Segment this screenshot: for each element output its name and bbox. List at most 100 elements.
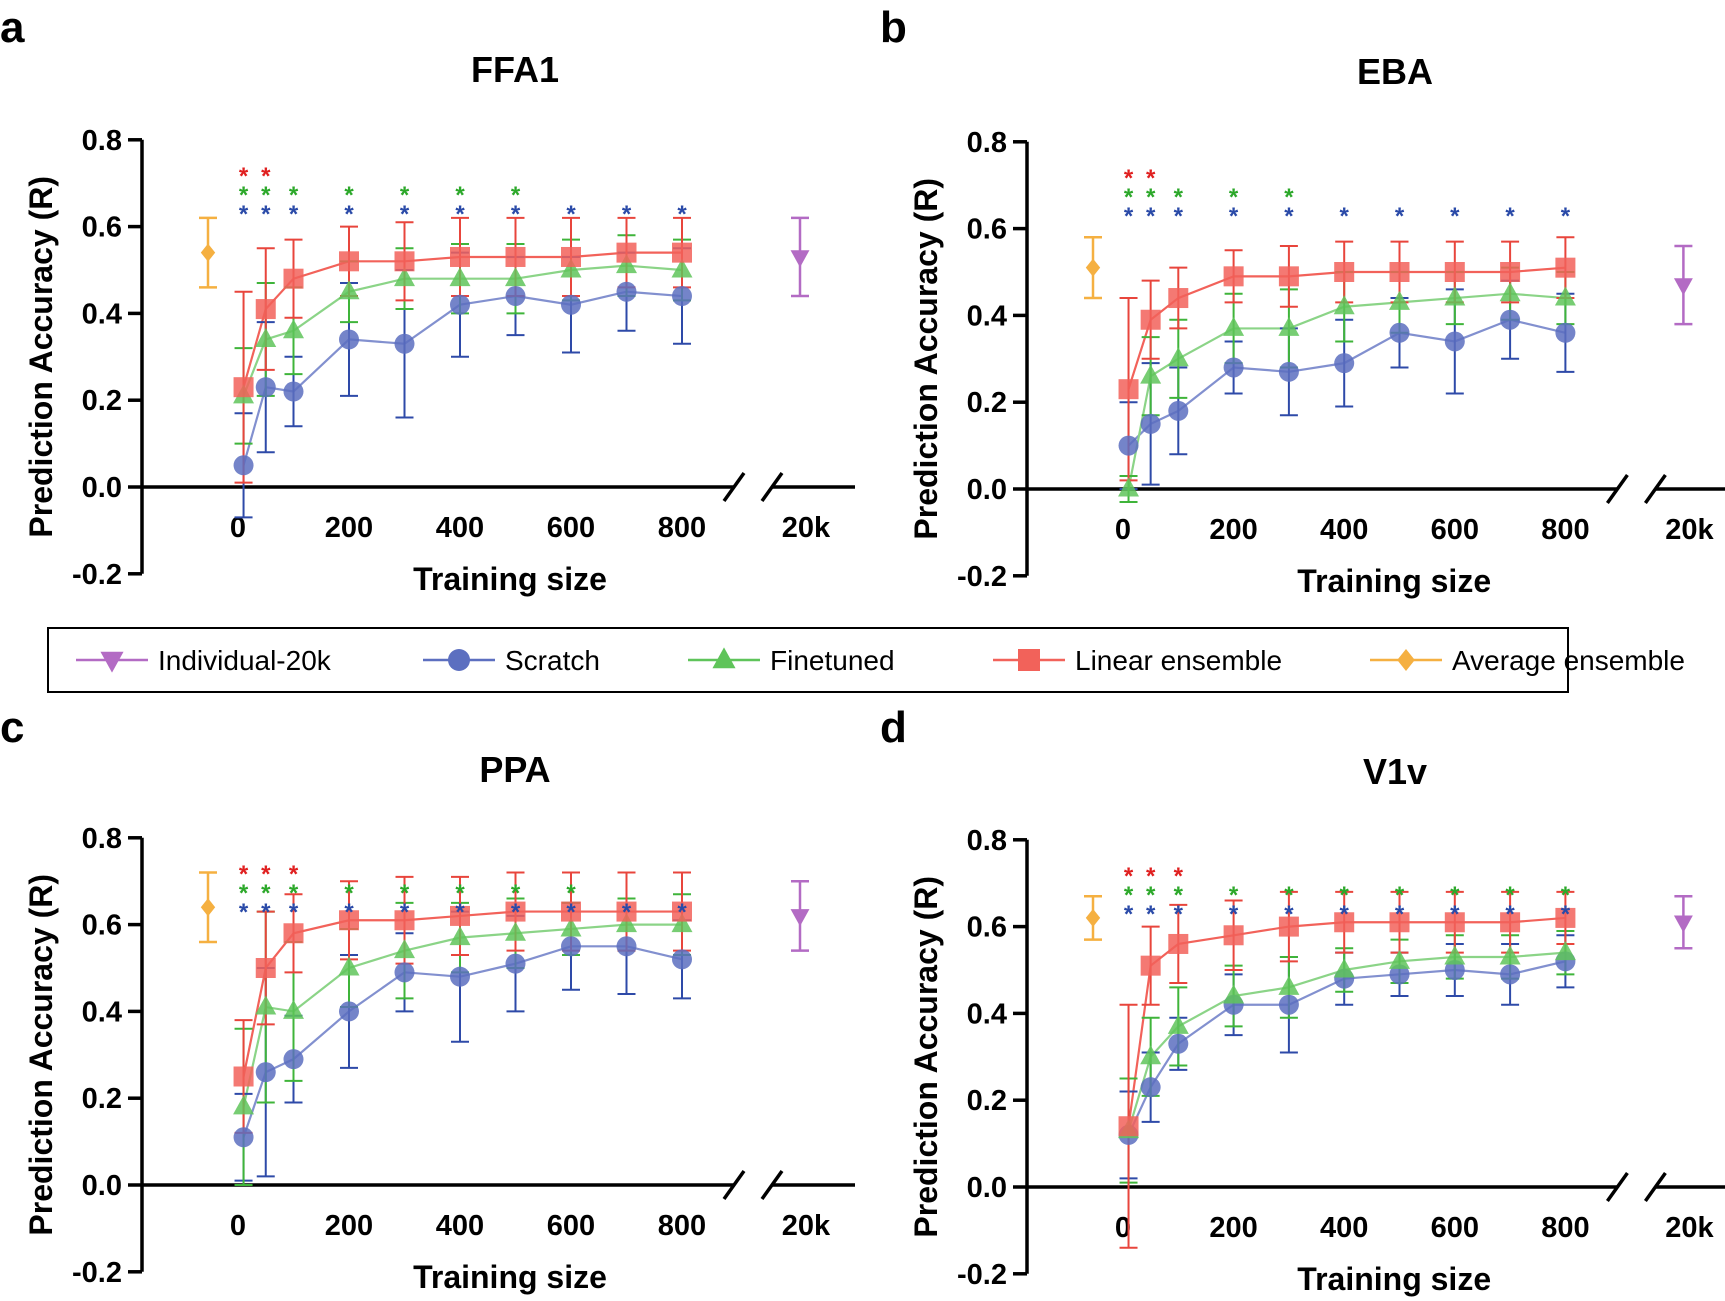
x-tick-label: 600 [1431, 514, 1479, 546]
y-tick-label: -0.2 [72, 1257, 122, 1289]
significance-star: * [1124, 863, 1134, 890]
y-tick-label: 0.4 [967, 300, 1007, 332]
point-finetuned [1499, 945, 1521, 965]
point-finetuned [1118, 477, 1140, 497]
significance-star: * [1340, 882, 1350, 909]
significance-star: * [344, 182, 354, 209]
significance-star: * [1146, 165, 1156, 192]
significance-star: * [1146, 184, 1156, 211]
point-finetuned [560, 917, 582, 937]
significance-star: * [511, 880, 521, 907]
series-line-scratch [1127, 960, 1566, 1136]
significance-star: * [1450, 901, 1460, 928]
x-tick-label: 400 [1320, 1212, 1368, 1244]
point-linear-ensemble [1223, 266, 1244, 287]
significance-star: * [1174, 184, 1184, 211]
significance-star: * [622, 899, 632, 926]
significance-star: * [1284, 184, 1294, 211]
significance-star: * [239, 163, 249, 190]
significance-star: * [1124, 184, 1134, 211]
significance-star: * [344, 899, 354, 926]
significance-star: * [1561, 203, 1571, 230]
significance-star: * [1284, 203, 1294, 230]
legend-marker [1018, 649, 1040, 671]
significance-star: * [1450, 882, 1460, 909]
y-tick-label: 0.6 [967, 912, 1007, 944]
point-scratch [672, 949, 692, 970]
series-line-finetuned [242, 923, 682, 1108]
significance-star: * [1124, 882, 1134, 909]
y-tick-label: 0.0 [82, 1170, 122, 1202]
point-linear-ensemble [450, 246, 470, 267]
significance-star: * [1124, 901, 1134, 928]
point-scratch [505, 953, 526, 974]
point-linear-ensemble [505, 901, 526, 922]
x-tick-label-20k: 20k [1665, 514, 1714, 546]
significance-star: * [511, 201, 521, 228]
point-scratch [1168, 1033, 1189, 1054]
y-tick-label: -0.2 [957, 561, 1007, 593]
point-linear-ensemble [1389, 912, 1410, 933]
point-scratch [339, 329, 359, 350]
y-tick-label: 0.8 [967, 127, 1007, 159]
point-scratch [1389, 322, 1410, 343]
significance-star: * [261, 182, 271, 209]
point-scratch [1444, 960, 1465, 980]
significance-star: * [1174, 901, 1184, 928]
y-axis-label: Prediction Accuracy (R) [908, 876, 944, 1238]
legend-label: Linear ensemble [1075, 645, 1282, 676]
significance-star: * [1505, 901, 1515, 928]
x-tick-label: 0 [230, 1210, 246, 1242]
point-linear-ensemble [339, 910, 359, 931]
significance-star: * [261, 861, 271, 888]
chart-panel-a: a FFA1 -0.2 0.0 0.2 0.4 0.6 0.8 Prediction Accur… [0, 3, 855, 597]
average-ensemble-point [1085, 908, 1101, 927]
legend-box [47, 627, 1569, 693]
significance-star: * [511, 182, 521, 209]
y-tick-label: 0.2 [967, 387, 1007, 419]
axis-break-mark [1605, 1171, 1629, 1203]
significance-star: * [1146, 901, 1156, 928]
point-finetuned [283, 319, 304, 339]
series-line-scratch [242, 945, 683, 1138]
chart-panel-c: c PPA -0.2 0.0 0.2 0.4 0.6 0.8 Prediction Accura… [0, 703, 855, 1295]
series-line-linear-ensemble [242, 251, 682, 388]
significance-star: * [344, 880, 354, 907]
point-linear-ensemble [255, 958, 276, 978]
significance-star: * [1229, 882, 1239, 909]
point-linear-ensemble [1118, 1116, 1139, 1137]
x-tick-label: 400 [1320, 514, 1368, 546]
series-line-linear-ensemble [242, 910, 682, 1077]
significance-star: * [1505, 203, 1515, 230]
point-finetuned [1278, 975, 1300, 995]
point-finetuned [1223, 316, 1245, 336]
point-finetuned [449, 926, 471, 946]
significance-star: * [566, 899, 576, 926]
point-linear-ensemble [1500, 262, 1521, 282]
significance-star: * [261, 880, 271, 907]
panel-title: V1v [1363, 751, 1427, 792]
significance-star: * [400, 201, 410, 228]
point-finetuned [449, 267, 471, 287]
point-linear-ensemble [672, 901, 692, 922]
significance-star: * [1146, 863, 1156, 890]
point-finetuned [255, 327, 277, 347]
significance-star: * [1505, 882, 1515, 909]
panels: a FFA1 -0.2 0.0 0.2 0.4 0.6 0.8 Prediction Accur… [0, 3, 1725, 1297]
point-linear-ensemble [1278, 916, 1299, 937]
panel-letter: b [880, 3, 907, 52]
point-linear-ensemble [283, 268, 304, 289]
y-tick-label: 0.2 [967, 1085, 1007, 1117]
point-linear-ensemble [233, 1066, 254, 1087]
point-scratch [339, 1001, 359, 1022]
significance-star: * [677, 201, 687, 228]
average-ensemble-point [1085, 258, 1101, 277]
significance-star: * [289, 861, 299, 888]
significance-star: * [511, 899, 521, 926]
x-tick-label-20k: 20k [782, 1210, 831, 1242]
y-tick-label: 0.4 [82, 996, 122, 1028]
average-ensemble-point [200, 898, 216, 917]
legend-marker [1397, 649, 1415, 671]
average-ensemble-point [200, 243, 216, 262]
significance-star: * [289, 182, 299, 209]
